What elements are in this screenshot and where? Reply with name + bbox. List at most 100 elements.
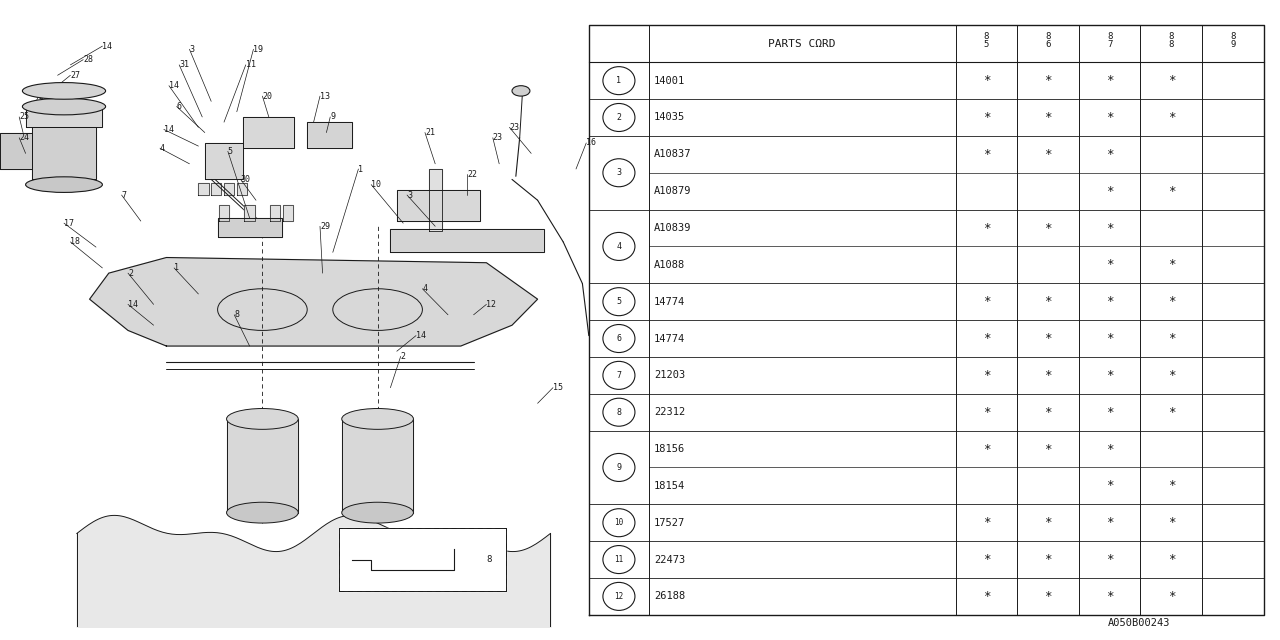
Text: 8: 8 xyxy=(617,408,621,417)
Text: 18156: 18156 xyxy=(654,444,685,454)
Text: *: * xyxy=(1167,516,1175,529)
Text: *: * xyxy=(1044,516,1052,529)
Text: *: * xyxy=(1106,553,1114,566)
Text: 8
8: 8 8 xyxy=(1169,32,1174,49)
Text: 11: 11 xyxy=(614,555,623,564)
Text: 23: 23 xyxy=(493,133,503,142)
Text: 12: 12 xyxy=(486,300,497,309)
Text: *: * xyxy=(1106,111,1114,124)
Text: *: * xyxy=(1106,406,1114,419)
Polygon shape xyxy=(26,109,102,127)
Ellipse shape xyxy=(22,98,105,115)
Text: *: * xyxy=(1044,369,1052,382)
Text: 26188: 26188 xyxy=(654,591,685,602)
Text: 9: 9 xyxy=(330,113,335,122)
Text: 8: 8 xyxy=(486,555,492,564)
Text: 17527: 17527 xyxy=(654,518,685,528)
Text: 20: 20 xyxy=(262,92,273,100)
Text: *: * xyxy=(983,111,991,124)
Polygon shape xyxy=(283,205,293,221)
Text: 10: 10 xyxy=(371,180,381,189)
Ellipse shape xyxy=(342,408,413,429)
Text: *: * xyxy=(983,516,991,529)
Text: *: * xyxy=(1106,295,1114,308)
Text: 18: 18 xyxy=(70,237,81,246)
Text: *: * xyxy=(983,295,991,308)
Text: 22312: 22312 xyxy=(654,407,685,417)
Text: *: * xyxy=(983,332,991,345)
Text: *: * xyxy=(983,406,991,419)
Text: 2: 2 xyxy=(128,269,133,278)
Polygon shape xyxy=(0,132,32,169)
Text: 1: 1 xyxy=(617,76,621,85)
Polygon shape xyxy=(397,190,480,221)
Text: 25: 25 xyxy=(19,113,29,122)
Text: *: * xyxy=(983,74,991,87)
Text: 12: 12 xyxy=(614,592,623,601)
Text: *: * xyxy=(1106,259,1114,271)
Text: 3: 3 xyxy=(407,191,412,200)
Text: *: * xyxy=(1106,442,1114,456)
Text: 26: 26 xyxy=(38,92,49,100)
Text: *: * xyxy=(983,442,991,456)
Text: 1: 1 xyxy=(174,264,179,273)
Text: 3: 3 xyxy=(617,168,621,177)
Text: *: * xyxy=(1044,74,1052,87)
Text: 8
5: 8 5 xyxy=(983,32,989,49)
Text: 21203: 21203 xyxy=(654,371,685,380)
Text: PARTS CΩRD: PARTS CΩRD xyxy=(768,39,836,49)
Text: *: * xyxy=(983,148,991,161)
Text: 5: 5 xyxy=(617,297,621,306)
Text: 14: 14 xyxy=(169,81,179,90)
Text: 14: 14 xyxy=(102,42,113,51)
Text: 8
6: 8 6 xyxy=(1046,32,1051,49)
Text: *: * xyxy=(1167,332,1175,345)
Text: 31: 31 xyxy=(179,60,189,69)
Text: *: * xyxy=(1044,148,1052,161)
Polygon shape xyxy=(205,143,243,179)
Text: 7: 7 xyxy=(122,191,127,200)
Text: *: * xyxy=(1044,295,1052,308)
Text: 4: 4 xyxy=(422,284,428,293)
Ellipse shape xyxy=(227,502,298,523)
Ellipse shape xyxy=(26,177,102,193)
Text: *: * xyxy=(1167,74,1175,87)
Text: 17: 17 xyxy=(64,219,74,228)
Text: 5: 5 xyxy=(228,147,233,156)
Polygon shape xyxy=(198,182,209,195)
Text: A10879: A10879 xyxy=(654,186,691,196)
Polygon shape xyxy=(227,419,298,513)
Text: 22: 22 xyxy=(467,170,477,179)
Text: *: * xyxy=(1044,406,1052,419)
Polygon shape xyxy=(32,127,96,179)
Polygon shape xyxy=(90,257,538,346)
Text: *: * xyxy=(1167,590,1175,603)
Ellipse shape xyxy=(227,408,298,429)
Text: *: * xyxy=(1044,553,1052,566)
Text: A050B00243: A050B00243 xyxy=(1108,618,1170,628)
Text: 14001: 14001 xyxy=(654,76,685,86)
Text: *: * xyxy=(1044,590,1052,603)
Text: 14: 14 xyxy=(416,331,426,340)
Text: *: * xyxy=(1106,221,1114,234)
Text: *: * xyxy=(983,553,991,566)
Text: *: * xyxy=(1106,590,1114,603)
Polygon shape xyxy=(219,205,229,221)
Text: 15: 15 xyxy=(553,383,563,392)
Text: *: * xyxy=(983,221,991,234)
Polygon shape xyxy=(429,169,442,232)
Polygon shape xyxy=(307,122,352,148)
Text: 14: 14 xyxy=(164,125,174,134)
Text: *: * xyxy=(1106,74,1114,87)
Text: A10839: A10839 xyxy=(654,223,691,233)
Text: 14774: 14774 xyxy=(654,333,685,344)
Ellipse shape xyxy=(342,502,413,523)
Text: *: * xyxy=(1167,369,1175,382)
Text: A10837: A10837 xyxy=(654,149,691,159)
Text: *: * xyxy=(1044,221,1052,234)
Polygon shape xyxy=(270,205,280,221)
Text: 14: 14 xyxy=(128,300,138,309)
Text: 7: 7 xyxy=(617,371,621,380)
Text: *: * xyxy=(1167,185,1175,198)
Text: 24: 24 xyxy=(19,133,29,142)
